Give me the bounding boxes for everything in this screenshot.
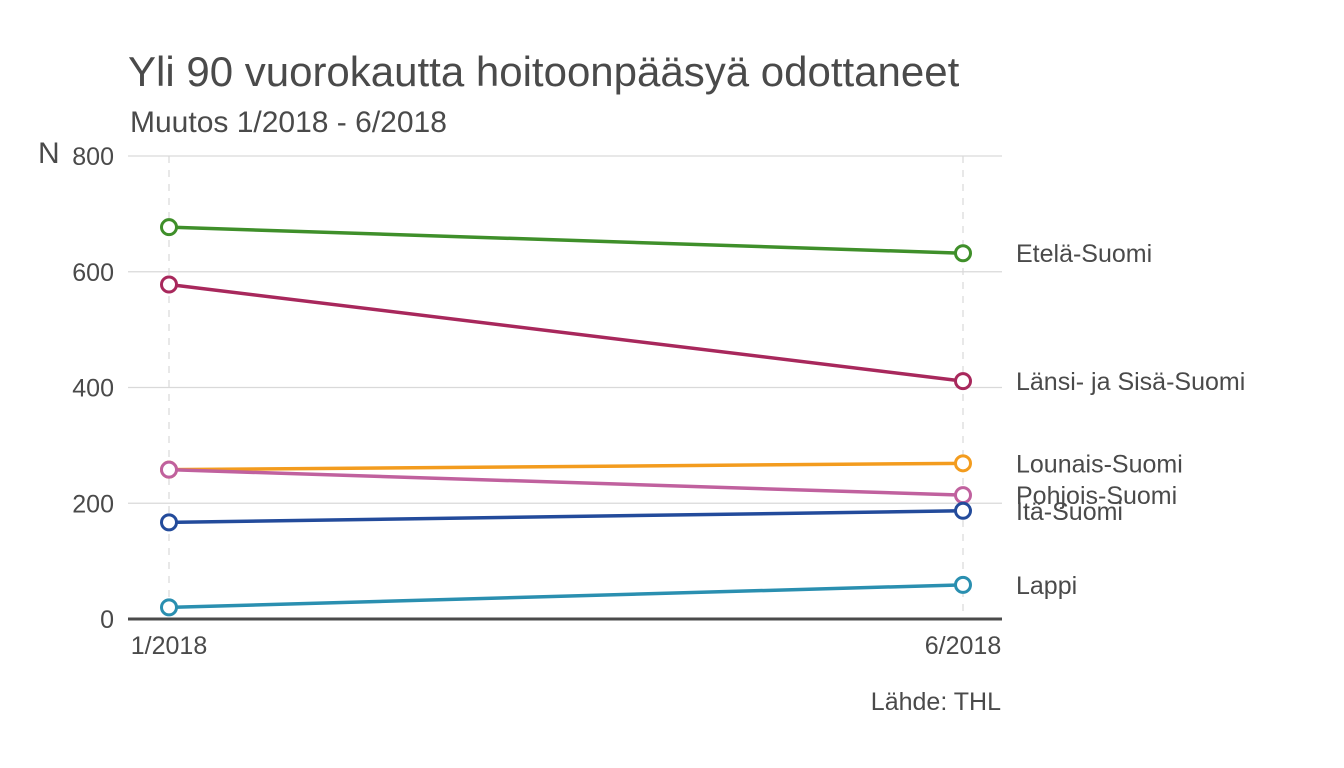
series-label: Pohjois-Suomi — [1016, 482, 1177, 510]
series-line — [168, 467, 964, 497]
x-tick-label: 1/2018 — [131, 632, 207, 660]
y-tick-label: 0 — [100, 606, 114, 634]
series-line — [168, 282, 964, 383]
y-axis: 0 200 400 600 800 N — [38, 137, 114, 634]
data-point — [954, 244, 972, 263]
y-tick-label: 600 — [72, 259, 114, 287]
y-axis-label: N — [38, 137, 60, 170]
source-note: Lähde: THL — [870, 688, 1001, 716]
y-tick-label: 200 — [72, 490, 114, 518]
data-point — [954, 501, 972, 520]
series-line — [168, 225, 964, 255]
data-point — [954, 575, 972, 594]
x-tick-label: 6/2018 — [925, 632, 1001, 660]
chart-title: Yli 90 vuorokautta hoitoonpääsyä odottan… — [128, 48, 960, 95]
series-label: Länsi- ja Sisä-Suomi — [1016, 368, 1245, 396]
y-tick-label: 400 — [72, 375, 114, 403]
grid-lines — [128, 155, 1002, 619]
series-label: Lappi — [1016, 572, 1077, 600]
chart-subtitle: Muutos 1/2018 - 6/2018 — [130, 106, 447, 139]
data-point — [160, 275, 178, 294]
data-point — [954, 454, 972, 473]
series-label: Lounais-Suomi — [1016, 450, 1183, 478]
series-group — [160, 218, 972, 617]
data-point — [160, 598, 178, 617]
data-point — [160, 513, 178, 532]
series-labels: Etelä-Suomi Länsi- ja Sisä-Suomi Lounais-S… — [1016, 240, 1245, 600]
x-axis: 1/2018 6/2018 — [128, 617, 1002, 660]
data-point — [954, 486, 972, 505]
data-point — [954, 372, 972, 391]
series-label: Itä-Suomi — [1016, 498, 1123, 526]
series-line — [168, 583, 964, 610]
series-line — [168, 461, 964, 472]
series-line — [168, 509, 964, 525]
data-point — [160, 218, 178, 237]
data-point — [160, 460, 178, 479]
y-tick-label: 800 — [72, 143, 114, 171]
series-label: Etelä-Suomi — [1016, 240, 1152, 268]
